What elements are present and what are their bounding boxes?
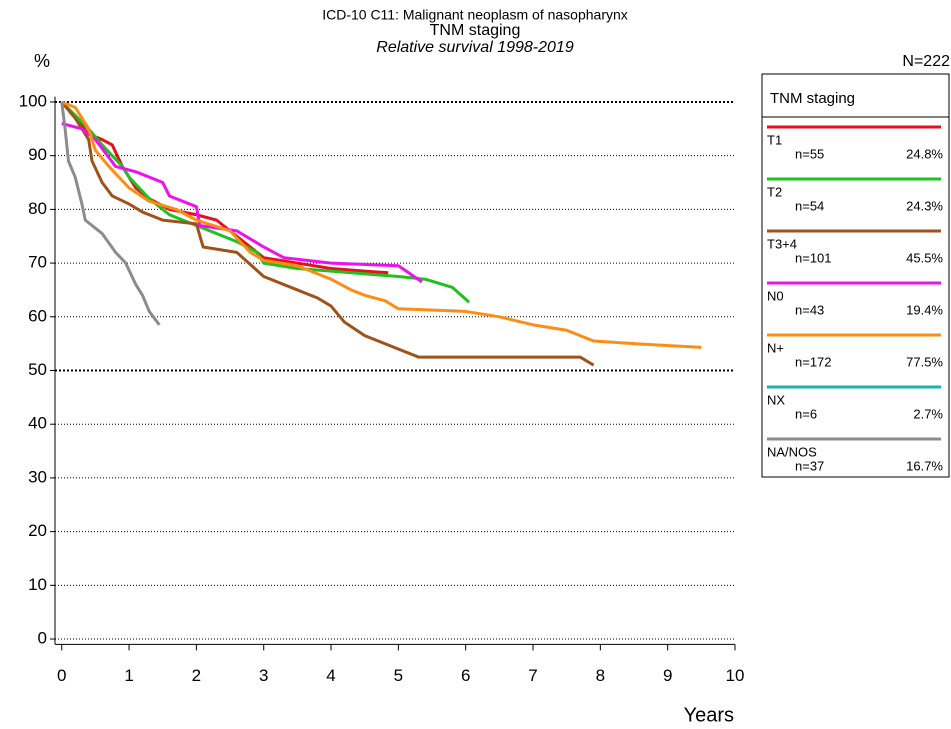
legend-label: T3+4 bbox=[767, 236, 797, 251]
y-tick-label: 10 bbox=[28, 575, 47, 594]
legend-title: TNM staging bbox=[770, 90, 855, 107]
y-tick-label: 60 bbox=[28, 306, 47, 325]
x-tick-label: 5 bbox=[394, 666, 403, 685]
legend-share: 24.8% bbox=[906, 146, 943, 161]
legend-share: 24.3% bbox=[906, 198, 943, 213]
legend-label: N0 bbox=[767, 288, 784, 303]
legend-count: n=55 bbox=[795, 146, 824, 161]
x-tick-label: 4 bbox=[326, 666, 335, 685]
x-tick-label: 8 bbox=[596, 666, 605, 685]
survival-line bbox=[60, 101, 161, 326]
x-tick-label: 2 bbox=[192, 666, 201, 685]
legend-label: NX bbox=[767, 392, 785, 407]
y-axis-label: % bbox=[34, 51, 50, 71]
chart-caption: Relative survival 1998-2019 bbox=[376, 39, 574, 56]
y-tick-label: 70 bbox=[28, 253, 47, 272]
legend-share: 2.7% bbox=[913, 406, 943, 421]
legend-count: n=172 bbox=[795, 354, 832, 369]
x-tick-label: 3 bbox=[259, 666, 268, 685]
legend-label: NA/NOS bbox=[767, 444, 817, 459]
legend-label: T1 bbox=[767, 132, 782, 147]
y-tick-label: 80 bbox=[28, 199, 47, 218]
x-axis-label: Years bbox=[684, 704, 734, 726]
y-tick-label: 40 bbox=[28, 414, 47, 433]
legend-count: n=6 bbox=[795, 406, 817, 421]
survival-line bbox=[60, 100, 471, 304]
legend-count: n=37 bbox=[795, 458, 824, 473]
chart-title: ICD-10 C11: Malignant neoplasm of nasoph… bbox=[322, 7, 628, 23]
survival-line bbox=[61, 122, 423, 284]
y-tick-label: 100 bbox=[19, 91, 47, 110]
y-tick-label: 30 bbox=[28, 467, 47, 486]
y-tick-label: 90 bbox=[28, 145, 47, 164]
chart-subtitle: TNM staging bbox=[430, 22, 521, 39]
x-tick-label: 1 bbox=[124, 666, 133, 685]
legend-label: T2 bbox=[767, 184, 782, 199]
legend-share: 16.7% bbox=[906, 458, 943, 473]
legend-count: n=54 bbox=[795, 198, 824, 213]
y-tick-label: 20 bbox=[28, 521, 47, 540]
survival-line bbox=[61, 100, 702, 349]
legend-share: 45.5% bbox=[906, 250, 943, 265]
x-tick-label: 7 bbox=[528, 666, 537, 685]
legend-share: 19.4% bbox=[906, 302, 943, 317]
x-tick-label: 9 bbox=[663, 666, 672, 685]
x-tick-label: 6 bbox=[461, 666, 470, 685]
legend-label: N+ bbox=[767, 340, 784, 355]
legend-count: n=43 bbox=[795, 302, 824, 317]
x-tick-label: 0 bbox=[57, 666, 66, 685]
legend-box bbox=[761, 73, 950, 478]
x-tick-label: 10 bbox=[726, 666, 745, 685]
y-tick-label: 0 bbox=[38, 629, 47, 648]
survival-line bbox=[60, 101, 595, 367]
total-count: N=222 bbox=[902, 53, 950, 70]
y-tick-label: 50 bbox=[28, 360, 47, 379]
legend-share: 77.5% bbox=[906, 354, 943, 369]
legend-count: n=101 bbox=[795, 250, 832, 265]
